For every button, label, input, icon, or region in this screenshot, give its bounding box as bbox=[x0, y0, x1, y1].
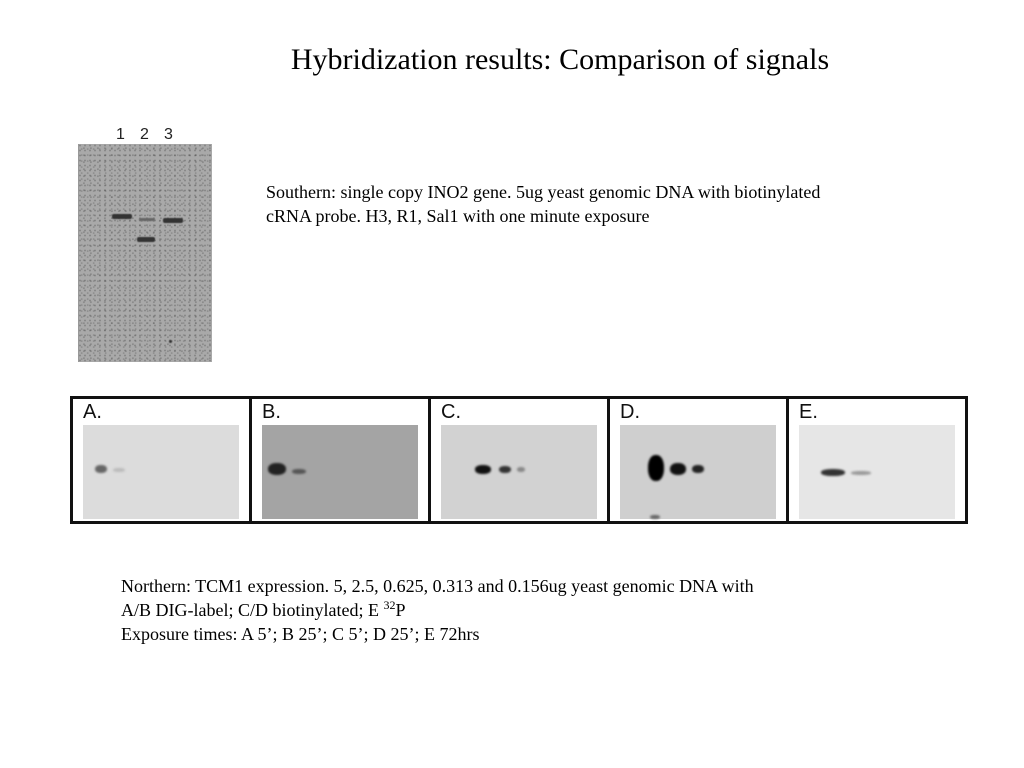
northern-panel-e: E. bbox=[789, 399, 965, 521]
southern-band-lane3 bbox=[163, 218, 183, 223]
southern-caption: Southern: single copy INO2 gene. 5ug yea… bbox=[266, 180, 820, 228]
northern-panel-d: D. bbox=[610, 399, 789, 521]
southern-band-lane1 bbox=[112, 214, 132, 219]
northern-caption-line1: Northern: TCM1 expression. 5, 2.5, 0.625… bbox=[121, 576, 754, 596]
northern-blot-d bbox=[620, 425, 776, 519]
southern-caption-line2: cRNA probe. H3, R1, Sal1 with one minute… bbox=[266, 206, 650, 226]
band-b-2 bbox=[292, 469, 306, 474]
northern-panel-frame: A. B. C. D. E. bbox=[70, 396, 968, 524]
band-e-1 bbox=[821, 469, 845, 476]
southern-blot-image bbox=[78, 144, 212, 362]
northern-caption-line3: Exposure times: A 5’; B 25’; C 5’; D 25’… bbox=[121, 624, 480, 644]
southern-band-lane2-lower bbox=[137, 237, 155, 242]
panel-label-c: C. bbox=[441, 401, 461, 423]
band-c-3 bbox=[517, 467, 525, 472]
southern-caption-line1: Southern: single copy INO2 gene. 5ug yea… bbox=[266, 182, 821, 202]
northern-caption: Northern: TCM1 expression. 5, 2.5, 0.625… bbox=[121, 574, 754, 646]
panel-label-d: D. bbox=[620, 401, 640, 423]
panel-label-b: B. bbox=[262, 401, 281, 423]
isotope-superscript: 32 bbox=[383, 598, 396, 612]
southern-spot bbox=[169, 340, 172, 343]
lane-label-1: 1 bbox=[116, 126, 125, 143]
northern-blot-c bbox=[441, 425, 597, 519]
band-b-1 bbox=[268, 463, 286, 475]
northern-caption-line2-suffix: P bbox=[395, 600, 406, 620]
band-c-1 bbox=[475, 465, 491, 474]
southern-lane-labels: 1 2 3 bbox=[112, 126, 192, 146]
northern-caption-line2: A/B DIG-label; C/D biotinylated; E 32P bbox=[121, 598, 754, 622]
northern-panel-c: C. bbox=[431, 399, 610, 521]
band-d-3 bbox=[692, 465, 704, 473]
band-d-4 bbox=[650, 515, 660, 519]
northern-panel-a: A. bbox=[73, 399, 252, 521]
panel-label-a: A. bbox=[83, 401, 102, 423]
northern-blot-e bbox=[799, 425, 955, 519]
band-a-2 bbox=[113, 468, 125, 472]
northern-blot-a bbox=[83, 425, 239, 519]
band-e-2 bbox=[851, 471, 871, 475]
southern-band-lane2-upper bbox=[139, 218, 155, 221]
northern-caption-line2-prefix: A/B DIG-label; C/D biotinylated; E bbox=[121, 600, 384, 620]
lane-label-2: 2 bbox=[140, 126, 149, 143]
band-c-2 bbox=[499, 466, 511, 473]
northern-panel-b: B. bbox=[252, 399, 431, 521]
band-d-1 bbox=[648, 455, 664, 481]
lane-label-3: 3 bbox=[164, 126, 173, 143]
slide-title: Hybridization results: Comparison of sig… bbox=[290, 43, 830, 76]
band-d-2 bbox=[670, 463, 686, 475]
band-a-1 bbox=[95, 465, 107, 473]
panel-label-e: E. bbox=[799, 401, 818, 423]
northern-blot-b bbox=[262, 425, 418, 519]
